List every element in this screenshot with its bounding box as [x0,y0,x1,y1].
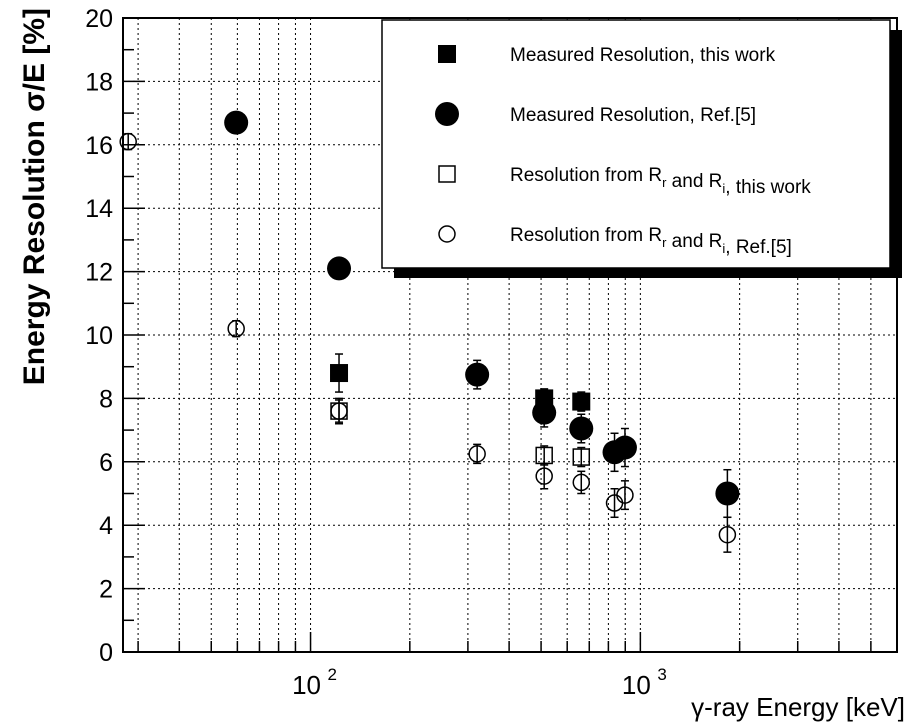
data-point-series-2 [532,400,557,425]
x-tick-label: 10 [622,670,651,700]
y-tick-label: 16 [85,132,113,160]
y-tick-label: 12 [85,259,113,287]
data-point-series-3 [535,446,553,465]
legend-box [381,19,891,269]
y-tick-label: 8 [99,385,113,413]
data-point-series-1 [330,364,349,383]
data-point-series-4 [330,402,348,420]
y-tick-label: 20 [85,5,113,33]
legend-entry-4: Resolution from Rr and Ri, Ref.[5] [510,225,792,258]
data-point-series-2 [612,435,637,460]
x-tick-label: 10 [292,670,321,700]
data-point-series-2 [224,110,249,135]
legend-entry-2: Measured Resolution, Ref.[5] [510,105,756,126]
x-tick-label-exponent: 2 [328,665,337,684]
data-point-series-4 [119,132,137,151]
y-tick-label: 10 [85,322,113,350]
x-axis-label: γ-ray Energy [keV] [691,692,905,722]
data-point-series-4 [616,486,634,504]
legend-marker-1 [438,45,456,63]
data-point-series-4 [227,319,245,338]
legend-marker-2 [435,102,459,126]
data-point-series-4 [718,525,737,544]
y-tick-label: 0 [99,639,113,667]
legend-entry-1: Measured Resolution, this work [510,45,776,66]
ticks: 0 2 4 6 8 10 12 14 16 18 20 10 2 10 3 [85,5,898,700]
data-point-series-2 [327,256,352,281]
y-tick-label: 4 [99,512,113,540]
legend-marker-3 [438,165,456,183]
data-point-series-2 [569,416,594,441]
legend: Measured Resolution, this work Measured R… [381,19,902,278]
y-tick-label: 2 [99,576,113,604]
y-axis-label: Energy Resolution σ/E [%] [18,8,51,385]
data-point-series-2 [465,362,490,387]
data-point-series-1 [572,392,591,411]
data-point-series-2 [715,481,740,506]
data-point-series-4 [572,473,591,492]
y-tick-label: 6 [99,449,113,477]
data-point-series-4 [468,445,486,463]
legend-marker-4 [438,225,456,243]
legend-entry-3: Resolution from Rr and Ri, this work [510,165,811,198]
data-point-series-3 [572,448,591,466]
y-tick-label: 14 [85,195,113,223]
y-tick-label: 18 [85,68,113,96]
data-point-series-4 [535,467,553,485]
x-tick-label-exponent: 3 [657,665,666,684]
data-markers [119,110,740,544]
